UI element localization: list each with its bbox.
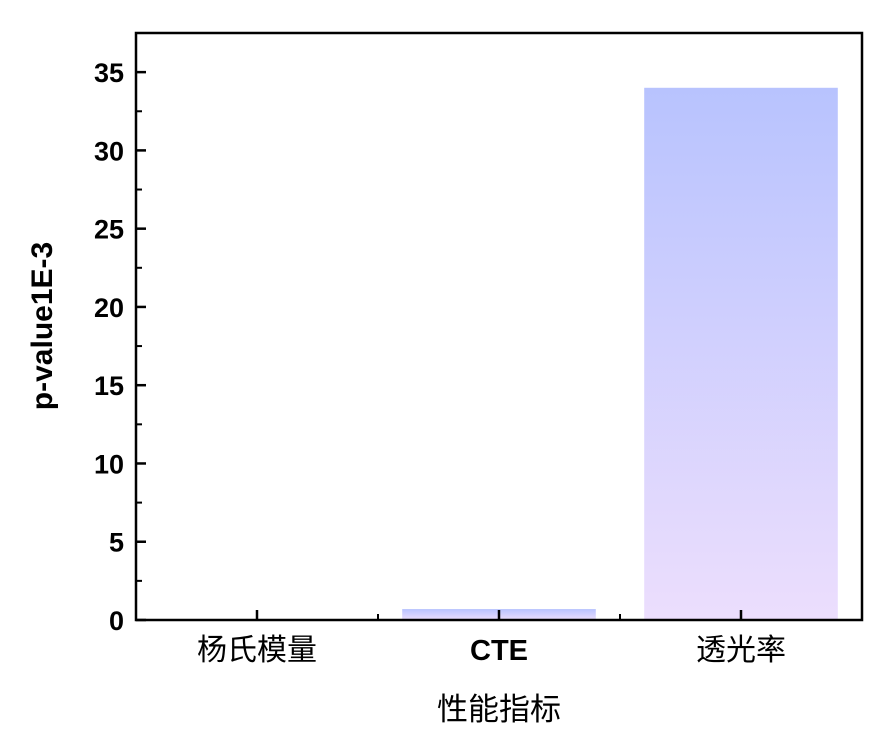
- y-tick-label: 15: [94, 371, 124, 401]
- x-tick-label: CTE: [470, 635, 528, 667]
- y-tick-label: 10: [94, 449, 124, 479]
- bar-2: [644, 87, 838, 620]
- y-axis: 0 5 10 15 20 25 30 35: [94, 58, 146, 636]
- x-tick-label: 透光率: [696, 633, 786, 668]
- y-tick-label: 35: [94, 58, 124, 88]
- x-axis: 杨氏模量 CTE 透光率: [197, 610, 786, 668]
- x-axis-title: 性能指标: [437, 692, 561, 728]
- y-tick-label: 25: [94, 215, 124, 245]
- y-axis-title: p-value1E-3: [26, 242, 59, 410]
- y-tick-label: 5: [109, 528, 124, 558]
- y-tick-label: 20: [94, 293, 124, 323]
- y-tick-label: 30: [94, 136, 124, 166]
- x-tick-label: 杨氏模量: [197, 633, 317, 668]
- bars-group: [402, 87, 838, 620]
- y-tick-label: 0: [109, 606, 124, 636]
